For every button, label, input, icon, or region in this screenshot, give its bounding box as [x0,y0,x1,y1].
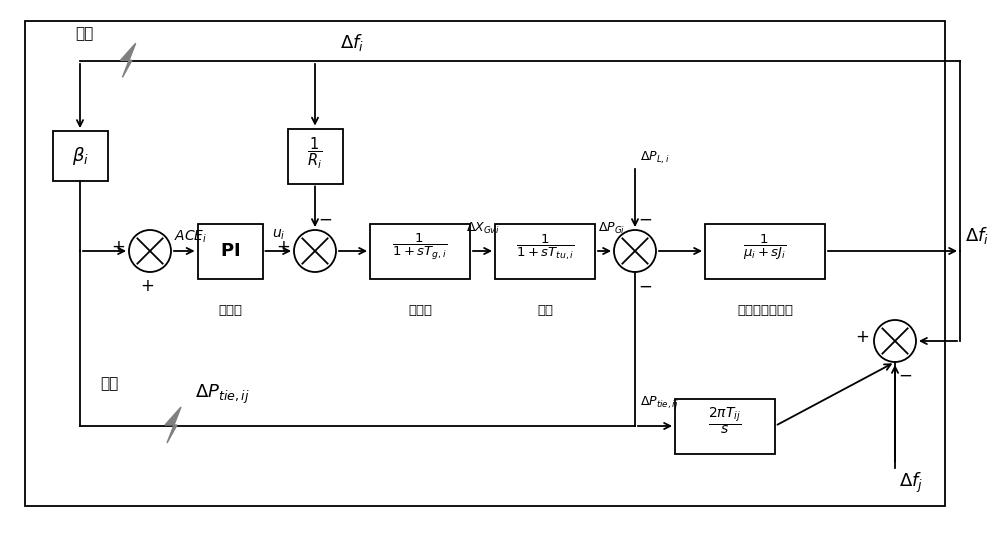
Text: $-$: $-$ [638,277,652,295]
Text: $\Delta P_{Gi}$: $\Delta P_{Gi}$ [598,221,625,236]
Circle shape [874,320,916,362]
Text: $-$: $-$ [898,366,912,384]
Text: $\Delta P_{tie,ij}$: $\Delta P_{tie,ij}$ [640,394,679,411]
Polygon shape [165,407,181,443]
FancyBboxPatch shape [705,223,825,279]
Text: 涡轮: 涡轮 [537,304,553,317]
Text: $\dfrac{1}{1+sT_{g,i}}$: $\dfrac{1}{1+sT_{g,i}}$ [392,232,448,262]
Text: +: + [855,328,869,346]
Text: $\Delta X_{Gvi}$: $\Delta X_{Gvi}$ [466,221,499,236]
Text: $-$: $-$ [638,210,652,228]
FancyBboxPatch shape [495,223,595,279]
Text: $ACE_i$: $ACE_i$ [174,229,207,245]
FancyBboxPatch shape [198,223,262,279]
Polygon shape [120,43,136,77]
Text: $u_i$: $u_i$ [272,228,285,242]
Text: $-$: $-$ [318,210,332,228]
FancyBboxPatch shape [288,129,342,183]
Text: 控制器: 控制器 [218,304,242,317]
Text: $\dfrac{1}{R_i}$: $\dfrac{1}{R_i}$ [307,135,323,170]
Text: +: + [276,238,290,256]
Circle shape [129,230,171,272]
Text: $\beta_i$: $\beta_i$ [72,145,88,167]
Text: $\dfrac{1}{\mu_i+sJ_i}$: $\dfrac{1}{\mu_i+sJ_i}$ [743,233,787,261]
FancyBboxPatch shape [52,131,108,181]
Text: $\Delta f_i$: $\Delta f_i$ [340,32,364,53]
Circle shape [614,230,656,272]
FancyBboxPatch shape [675,399,775,453]
Text: $\Delta P_{L,i}$: $\Delta P_{L,i}$ [640,150,670,166]
Text: 攻击: 攻击 [100,376,118,391]
Circle shape [294,230,336,272]
Text: 调速器: 调速器 [408,304,432,317]
Text: +: + [140,277,154,295]
Text: $\Delta P_{tie,ij}$: $\Delta P_{tie,ij}$ [195,383,250,406]
Text: $\Delta f_j$: $\Delta f_j$ [899,471,923,495]
Text: $\dfrac{2\pi T_{ij}}{s}$: $\dfrac{2\pi T_{ij}}{s}$ [708,406,742,437]
FancyBboxPatch shape [370,223,470,279]
Text: $\dfrac{1}{1+sT_{tu,i}}$: $\dfrac{1}{1+sT_{tu,i}}$ [516,232,574,262]
Text: 旋转设备及负荷: 旋转设备及负荷 [737,304,793,317]
Text: 攻击: 攻击 [75,26,93,41]
Text: +: + [111,238,125,256]
Text: $\Delta f_i$: $\Delta f_i$ [965,225,989,246]
Text: $\mathbf{PI}$: $\mathbf{PI}$ [220,242,240,260]
